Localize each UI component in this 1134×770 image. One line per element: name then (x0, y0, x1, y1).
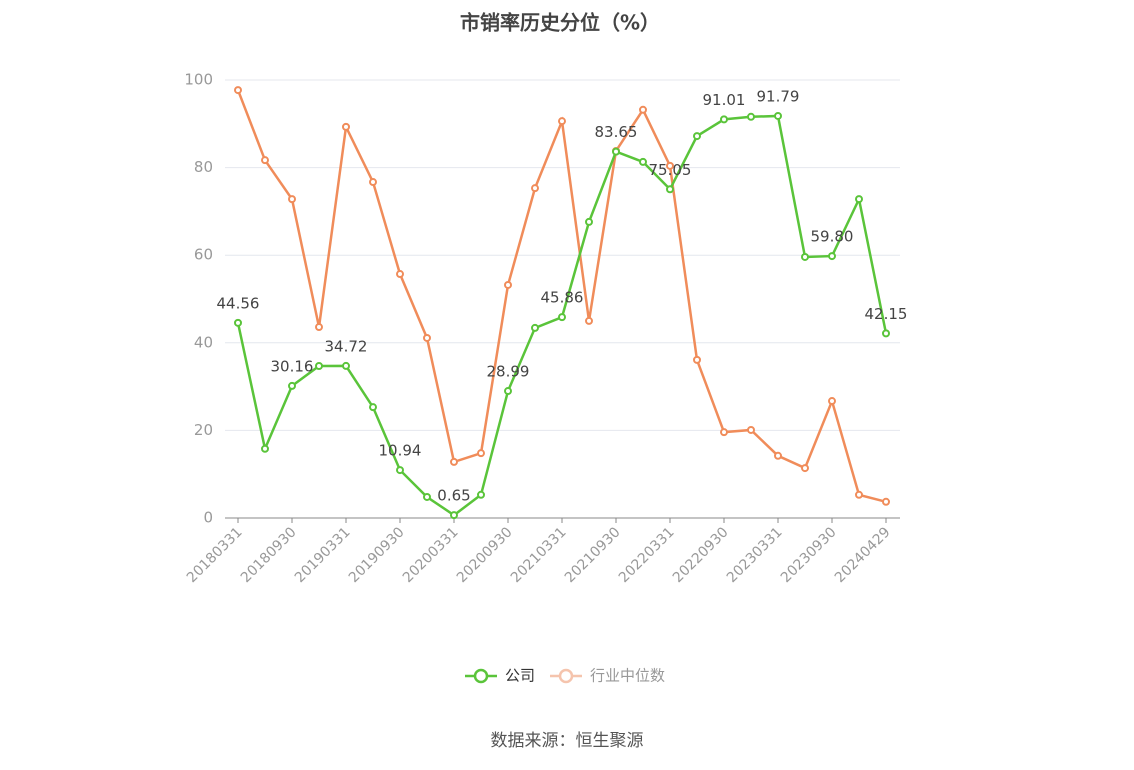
point (585, 316, 593, 325)
point (396, 466, 404, 475)
point (450, 511, 458, 520)
point (774, 111, 782, 120)
x-tick-label: 20180331 (184, 524, 246, 586)
point (558, 313, 566, 322)
y-tick-label: 40 (194, 333, 213, 351)
point (234, 318, 242, 327)
data-label: 75.05 (649, 161, 692, 179)
point (450, 457, 458, 466)
data-label: 10.94 (379, 442, 422, 460)
point (234, 86, 242, 95)
point (288, 381, 296, 390)
point (288, 195, 296, 204)
x-tick-label: 20230930 (778, 524, 840, 586)
point (882, 497, 890, 506)
point (747, 425, 755, 434)
point (423, 492, 431, 501)
point (504, 280, 512, 289)
y-tick-label: 60 (194, 246, 213, 264)
x-tick-label: 20190331 (292, 524, 354, 586)
data-label: 42.15 (865, 305, 908, 323)
point (720, 428, 728, 437)
point (828, 397, 836, 406)
legend-label: 公司 (505, 667, 535, 685)
point (261, 156, 269, 165)
point (639, 105, 647, 114)
point (774, 451, 782, 460)
point (639, 157, 647, 166)
point (828, 252, 836, 261)
point (558, 117, 566, 126)
point (369, 403, 377, 412)
point (801, 464, 809, 473)
point (855, 195, 863, 204)
legend-item[interactable]: 行业中位数 (550, 667, 665, 685)
data-label: 30.16 (271, 357, 314, 375)
point (531, 323, 539, 332)
y-tick-label: 20 (194, 421, 213, 439)
source: 数据来源：恒生聚源 (491, 731, 644, 751)
point (531, 184, 539, 193)
data-label: 34.72 (325, 337, 368, 355)
point (720, 115, 728, 124)
y-tick-label: 80 (194, 158, 213, 176)
x-tick-label: 20200331 (400, 524, 462, 586)
point (666, 185, 674, 194)
data-label: 83.65 (595, 123, 638, 141)
legend-label: 行业中位数 (590, 667, 665, 685)
x-tick-label: 20220331 (616, 524, 678, 586)
point (261, 444, 269, 453)
x-tick-label: 20190930 (346, 524, 408, 586)
x-tick-label: 20220930 (670, 524, 732, 586)
chart-title: 市销率历史分位（%） (460, 11, 660, 35)
point (747, 112, 755, 121)
legend-marker (473, 668, 489, 684)
data-label: 45.86 (541, 289, 584, 307)
y-tick-label: 0 (203, 509, 213, 527)
x-tick-label: 20200930 (454, 524, 516, 586)
point (315, 362, 323, 371)
legend-marker (558, 668, 574, 684)
point (612, 147, 620, 156)
data-label: 91.79 (757, 87, 800, 105)
point (693, 355, 701, 364)
point (369, 178, 377, 187)
legend-item[interactable]: 公司 (465, 667, 535, 685)
x-tick-label: 20210331 (508, 524, 570, 586)
point (585, 217, 593, 226)
data-label: 44.56 (217, 294, 260, 312)
point (693, 132, 701, 141)
point (477, 490, 485, 499)
point (855, 490, 863, 499)
point (342, 122, 350, 131)
point (504, 387, 512, 396)
data-label: 59.80 (811, 228, 854, 246)
x-tick-label: 20240429 (832, 524, 894, 586)
point (666, 161, 674, 170)
point (477, 449, 485, 458)
point (801, 252, 809, 261)
data-label: 28.99 (487, 363, 530, 381)
y-tick-label: 100 (184, 71, 213, 89)
point (315, 323, 323, 332)
x-tick-label: 20230331 (724, 524, 786, 586)
x-tick-label: 20210930 (562, 524, 624, 586)
point (396, 270, 404, 279)
point (882, 329, 890, 338)
data-label: 91.01 (703, 91, 746, 109)
x-tick-label: 20180930 (238, 524, 300, 586)
data-label: 0.65 (437, 487, 470, 505)
point (342, 361, 350, 370)
point (423, 333, 431, 342)
